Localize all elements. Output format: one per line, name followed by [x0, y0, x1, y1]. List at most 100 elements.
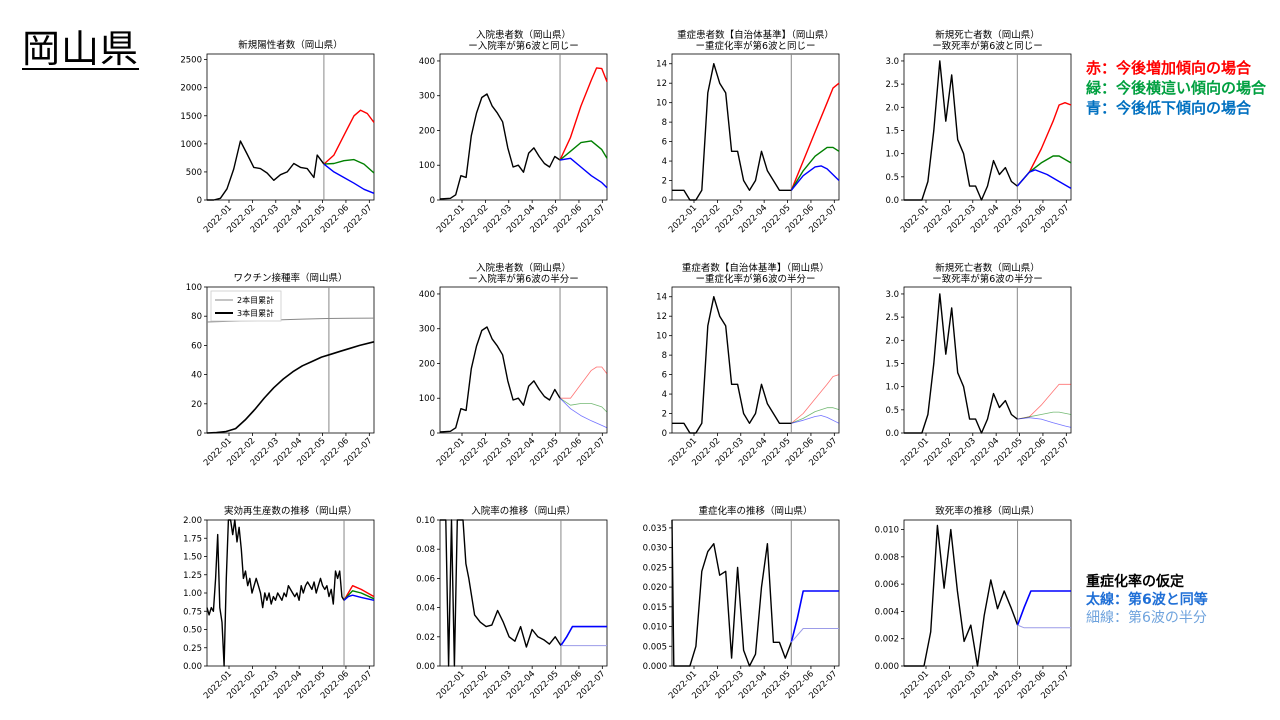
y-tick-label: 0.5 — [885, 173, 899, 183]
series-flat-line — [790, 146, 840, 191]
series-assumption-same-line — [560, 625, 607, 647]
y-tick-label: 0.030 — [643, 544, 667, 554]
axes-frame — [206, 286, 375, 434]
assumption-legend-thin: 細線：第6波の半分 — [1086, 610, 1207, 626]
chart-title: 入院患者数（岡山県） — [476, 29, 571, 41]
scenario-legend-green: 緑：今後横這い傾向の場合 — [1086, 79, 1267, 97]
series-decrease-line — [1017, 417, 1072, 428]
chart-panel-10: 重症化率の推移（岡山県） 0.000 0.005 0.010 0.015 0.020 0.0… — [643, 505, 840, 701]
chart-title: 実効再生産数の推移（岡山県） — [224, 505, 357, 517]
chart-panel-3: 新規死亡者数（岡山県）ー致死率が第6波と同じー 0.0 0.5 1.0 1.5 2.0 2.… — [885, 29, 1071, 235]
assumption-legend-title: 重症化率の仮定 — [1086, 574, 1184, 590]
chart-panel-5: 入院患者数（岡山県）ー入院率が第6波の半分ー01002003004002022-… — [419, 262, 608, 468]
y-tick-label: 8 — [662, 351, 667, 361]
axes-frame — [903, 53, 1072, 201]
y-tick-label: 1.00 — [183, 589, 202, 599]
y-tick-label: 80 — [191, 312, 202, 322]
chart-panel-7: 新規死亡者数（岡山県）ー致死率が第6波の半分ー 0.0 0.5 1.0 1.5 2.0 2.… — [885, 262, 1071, 468]
page-title: 岡山県 — [22, 27, 140, 71]
series-actual-line — [439, 326, 561, 433]
y-tick-label: 0.006 — [875, 580, 899, 590]
series-actual-line — [672, 296, 792, 434]
series-decrease-line — [343, 594, 375, 601]
chart-subtitle: ー致死率が第6波の半分ー — [932, 273, 1043, 285]
y-tick-label: 0.035 — [643, 524, 667, 534]
y-tick-label: 12 — [656, 312, 667, 322]
y-tick-label: 0.02 — [416, 633, 435, 643]
y-tick-label: 100 — [419, 161, 435, 171]
y-tick-label: 40 — [191, 371, 202, 381]
y-tick-label: 0.06 — [416, 574, 435, 584]
y-tick-label: 0.00 — [183, 662, 202, 672]
y-tick-label: 1.50 — [183, 553, 202, 563]
series-increase-line — [323, 109, 375, 165]
series-dose3-line — [206, 341, 375, 434]
series-increase-line — [790, 82, 840, 191]
y-tick-label: 10 — [656, 332, 667, 342]
series-actual-line — [671, 519, 792, 667]
y-tick-label: 1.75 — [183, 534, 202, 544]
y-tick-label: 3.0 — [885, 57, 899, 67]
y-tick-label: 0.008 — [875, 553, 899, 563]
series-flat-line — [791, 407, 840, 424]
chart-panel-2: 重症患者数【自治体基準】（岡山県）ー重症化率が第6波と同じー 0 2 4 6 8 10 12 1… — [656, 29, 840, 235]
y-tick-label: 1.5 — [885, 359, 899, 369]
y-tick-label: 2.0 — [885, 336, 899, 346]
series-flat-line — [559, 397, 608, 413]
y-tick-label: 0.025 — [643, 563, 667, 573]
y-tick-label: 1500 — [180, 112, 202, 122]
y-tick-label: 0.25 — [183, 644, 202, 654]
chart-title: 新規死亡者数（岡山県） — [935, 262, 1040, 274]
y-tick-label: 0.000 — [875, 662, 899, 672]
legend-box — [210, 290, 282, 322]
y-tick-label: 20 — [191, 400, 202, 410]
series-flat-line — [343, 590, 375, 601]
y-tick-label: 2.5 — [885, 80, 899, 90]
y-tick-label: 0.000 — [643, 662, 667, 672]
chart-subtitle: ー重症化率が第6波と同じー — [695, 40, 815, 52]
y-tick-label: 500 — [186, 168, 202, 178]
y-tick-label: 3.0 — [885, 290, 899, 300]
chart-title: 重症者数【自治体基準】（岡山県） — [682, 262, 829, 274]
chart-subtitle: ー入院率が第6波の半分ー — [468, 273, 579, 285]
legend-dose2-label: 2本目累計 — [237, 295, 274, 305]
series-decrease-line — [559, 397, 608, 429]
y-tick-label: 0.010 — [643, 623, 667, 633]
y-tick-label: 200 — [419, 359, 435, 369]
series-flat-line — [559, 140, 608, 161]
chart-panel-4: ワクチン接種率（岡山県）0204060801002022-012022-0220… — [186, 272, 375, 468]
y-tick-label: 0.10 — [416, 516, 435, 526]
y-tick-label: 10 — [656, 99, 667, 109]
axes-frame — [671, 519, 840, 667]
chart-title: 重症化率の推移（岡山県） — [698, 505, 812, 517]
series-decrease-line — [323, 163, 375, 194]
series-actual-line — [207, 140, 325, 201]
y-tick-label: 1.5 — [885, 126, 899, 136]
y-tick-label: 0.5 — [885, 406, 899, 416]
y-tick-label: 0 — [430, 196, 435, 206]
chart-subtitle: ー入院率が第6波と同じー — [468, 40, 579, 52]
chart-title: ワクチン接種率（岡山県） — [233, 272, 347, 284]
axes-frame — [671, 53, 840, 201]
series-assumption-half-line — [790, 628, 839, 643]
axes-frame — [903, 519, 1072, 667]
y-tick-label: 0.0 — [885, 429, 899, 439]
series-actual-line — [904, 524, 1019, 667]
series-actual-line — [904, 60, 1018, 201]
y-tick-label: 14 — [656, 293, 667, 303]
series-decrease-line — [791, 415, 840, 424]
series-flat-line — [1017, 411, 1072, 420]
y-tick-label: 0.0 — [885, 196, 899, 206]
y-tick-label: 4 — [662, 390, 667, 400]
y-tick-label: 0.04 — [416, 604, 435, 614]
axes-frame — [903, 286, 1072, 434]
y-tick-label: 2000 — [180, 84, 202, 94]
series-actual-line — [439, 93, 561, 200]
y-tick-label: 100 — [186, 283, 202, 293]
series-increase-line — [343, 585, 375, 601]
series-actual-line — [206, 519, 345, 667]
axes-frame — [439, 53, 608, 201]
y-tick-label: 1.0 — [885, 383, 899, 393]
series-assumption-same-line — [790, 590, 839, 643]
y-tick-label: 400 — [419, 290, 435, 300]
